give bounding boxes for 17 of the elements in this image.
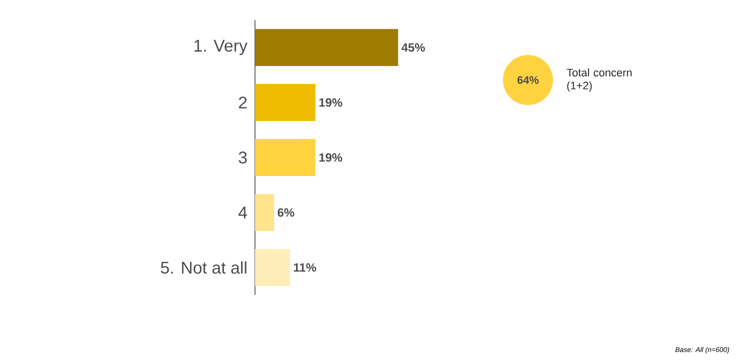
text: Total concern (1+2) bbox=[566, 68, 632, 92]
data-label: 45% bbox=[401, 43, 425, 52]
y-tick-label: 4 bbox=[238, 206, 247, 218]
data-label: 19% bbox=[319, 98, 342, 107]
y-tick-label: 1. Very bbox=[194, 40, 248, 56]
bar bbox=[255, 194, 274, 232]
bar bbox=[255, 249, 290, 286]
data-label: 19% bbox=[319, 153, 342, 162]
bar bbox=[255, 29, 398, 66]
data-label: 11% bbox=[294, 263, 316, 272]
bar bbox=[255, 139, 316, 176]
y-tick-label: 3 bbox=[238, 152, 247, 164]
data-label: 6% bbox=[278, 208, 294, 217]
bar bbox=[255, 84, 316, 122]
y-tick-label: 5. Not at all bbox=[160, 261, 246, 274]
text: 64% bbox=[517, 76, 539, 84]
y-tick-label: 2 bbox=[238, 96, 247, 108]
